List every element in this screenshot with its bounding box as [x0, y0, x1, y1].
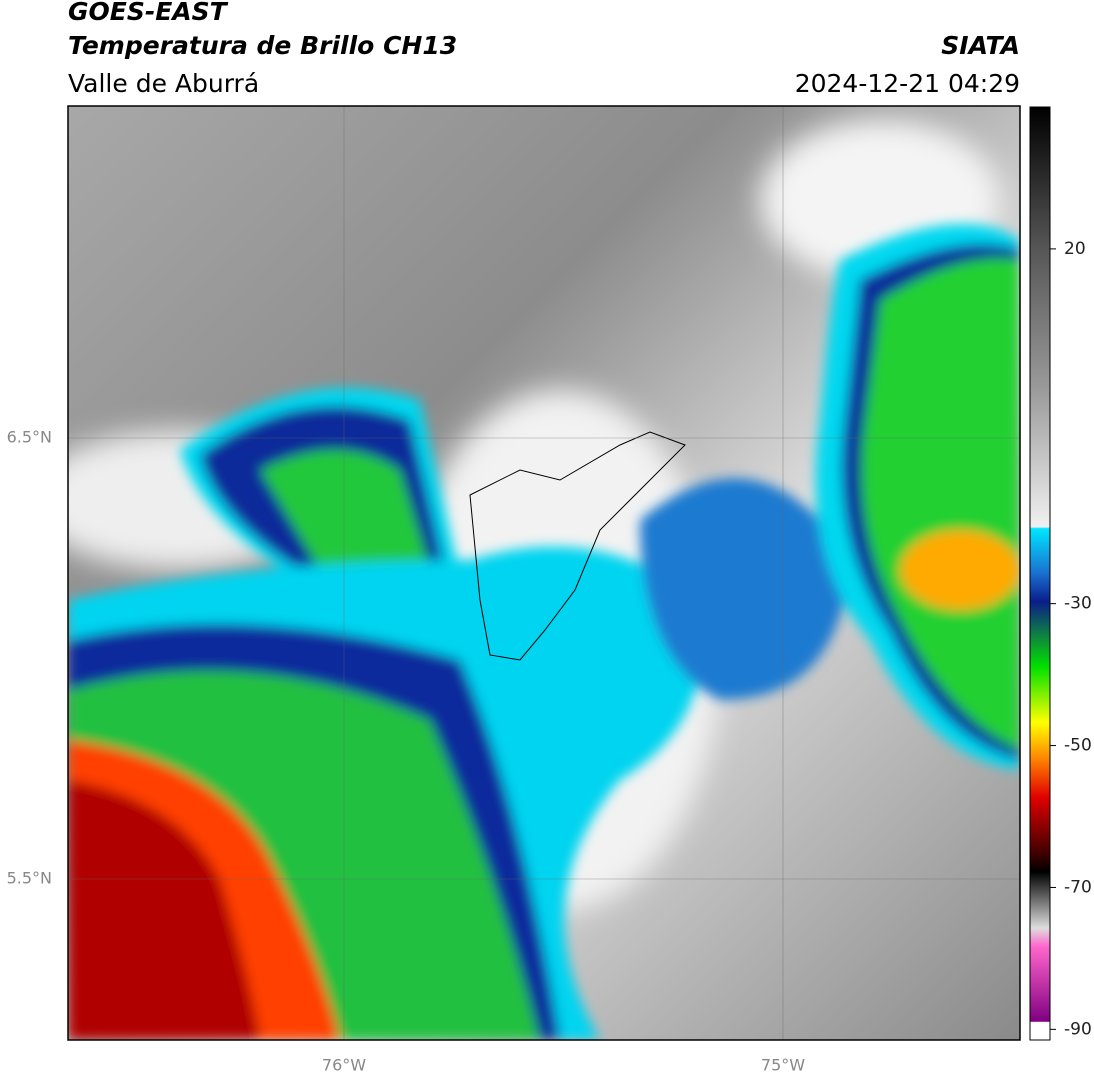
satellite-image [68, 106, 1020, 1040]
source: SIATA [941, 31, 1020, 60]
region: Valle de Aburrá [68, 69, 259, 98]
subtitle: Temperatura de Brillo CH13 [68, 31, 457, 60]
colorbar-tick-label: 20 [1064, 239, 1086, 259]
title: GOES-EAST [68, 0, 229, 26]
timestamp: 2024-12-21 04:29 [795, 69, 1020, 98]
colorbar-tick-label: -70 [1064, 877, 1092, 897]
lat-label: 5.5°N [7, 869, 52, 888]
colorbar-tick-label: -50 [1064, 736, 1092, 756]
colorbar-tick-label: -30 [1064, 594, 1092, 614]
lon-label: 76°W [322, 1056, 366, 1075]
colorbar-tick-label: -90 [1064, 1019, 1092, 1039]
map-frame [67, 105, 1021, 1041]
lon-label: 75°W [761, 1056, 805, 1075]
colorbar [1029, 106, 1051, 1041]
lat-label: 6.5°N [7, 428, 52, 447]
